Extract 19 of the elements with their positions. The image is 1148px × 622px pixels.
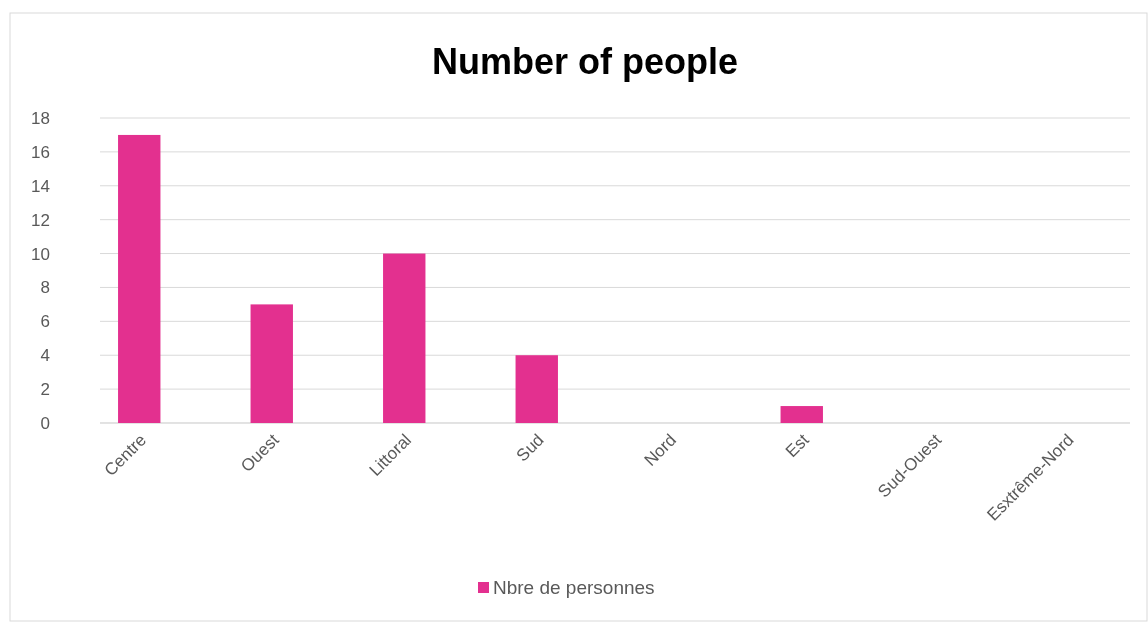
x-tick-label: Est <box>781 430 813 462</box>
y-tick-label: 4 <box>40 346 50 366</box>
y-tick-label: 0 <box>40 413 50 433</box>
y-tick-label: 16 <box>31 142 50 162</box>
legend-label: Nbre de personnes <box>493 577 655 598</box>
y-tick-label: 14 <box>31 176 50 196</box>
bar <box>250 304 293 423</box>
y-tick-label: 2 <box>40 380 50 400</box>
y-tick-label: 8 <box>40 278 50 298</box>
y-tick-label: 12 <box>31 210 50 230</box>
chart-title: Number of people <box>431 41 739 82</box>
y-tick-label: 18 <box>31 108 50 128</box>
bar <box>515 355 558 423</box>
y-tick-label: 6 <box>40 312 50 332</box>
bar <box>118 134 161 423</box>
bar <box>383 253 426 423</box>
bar <box>780 406 823 423</box>
x-tick-label: Sud <box>512 430 548 466</box>
y-tick-label: 10 <box>31 244 50 264</box>
